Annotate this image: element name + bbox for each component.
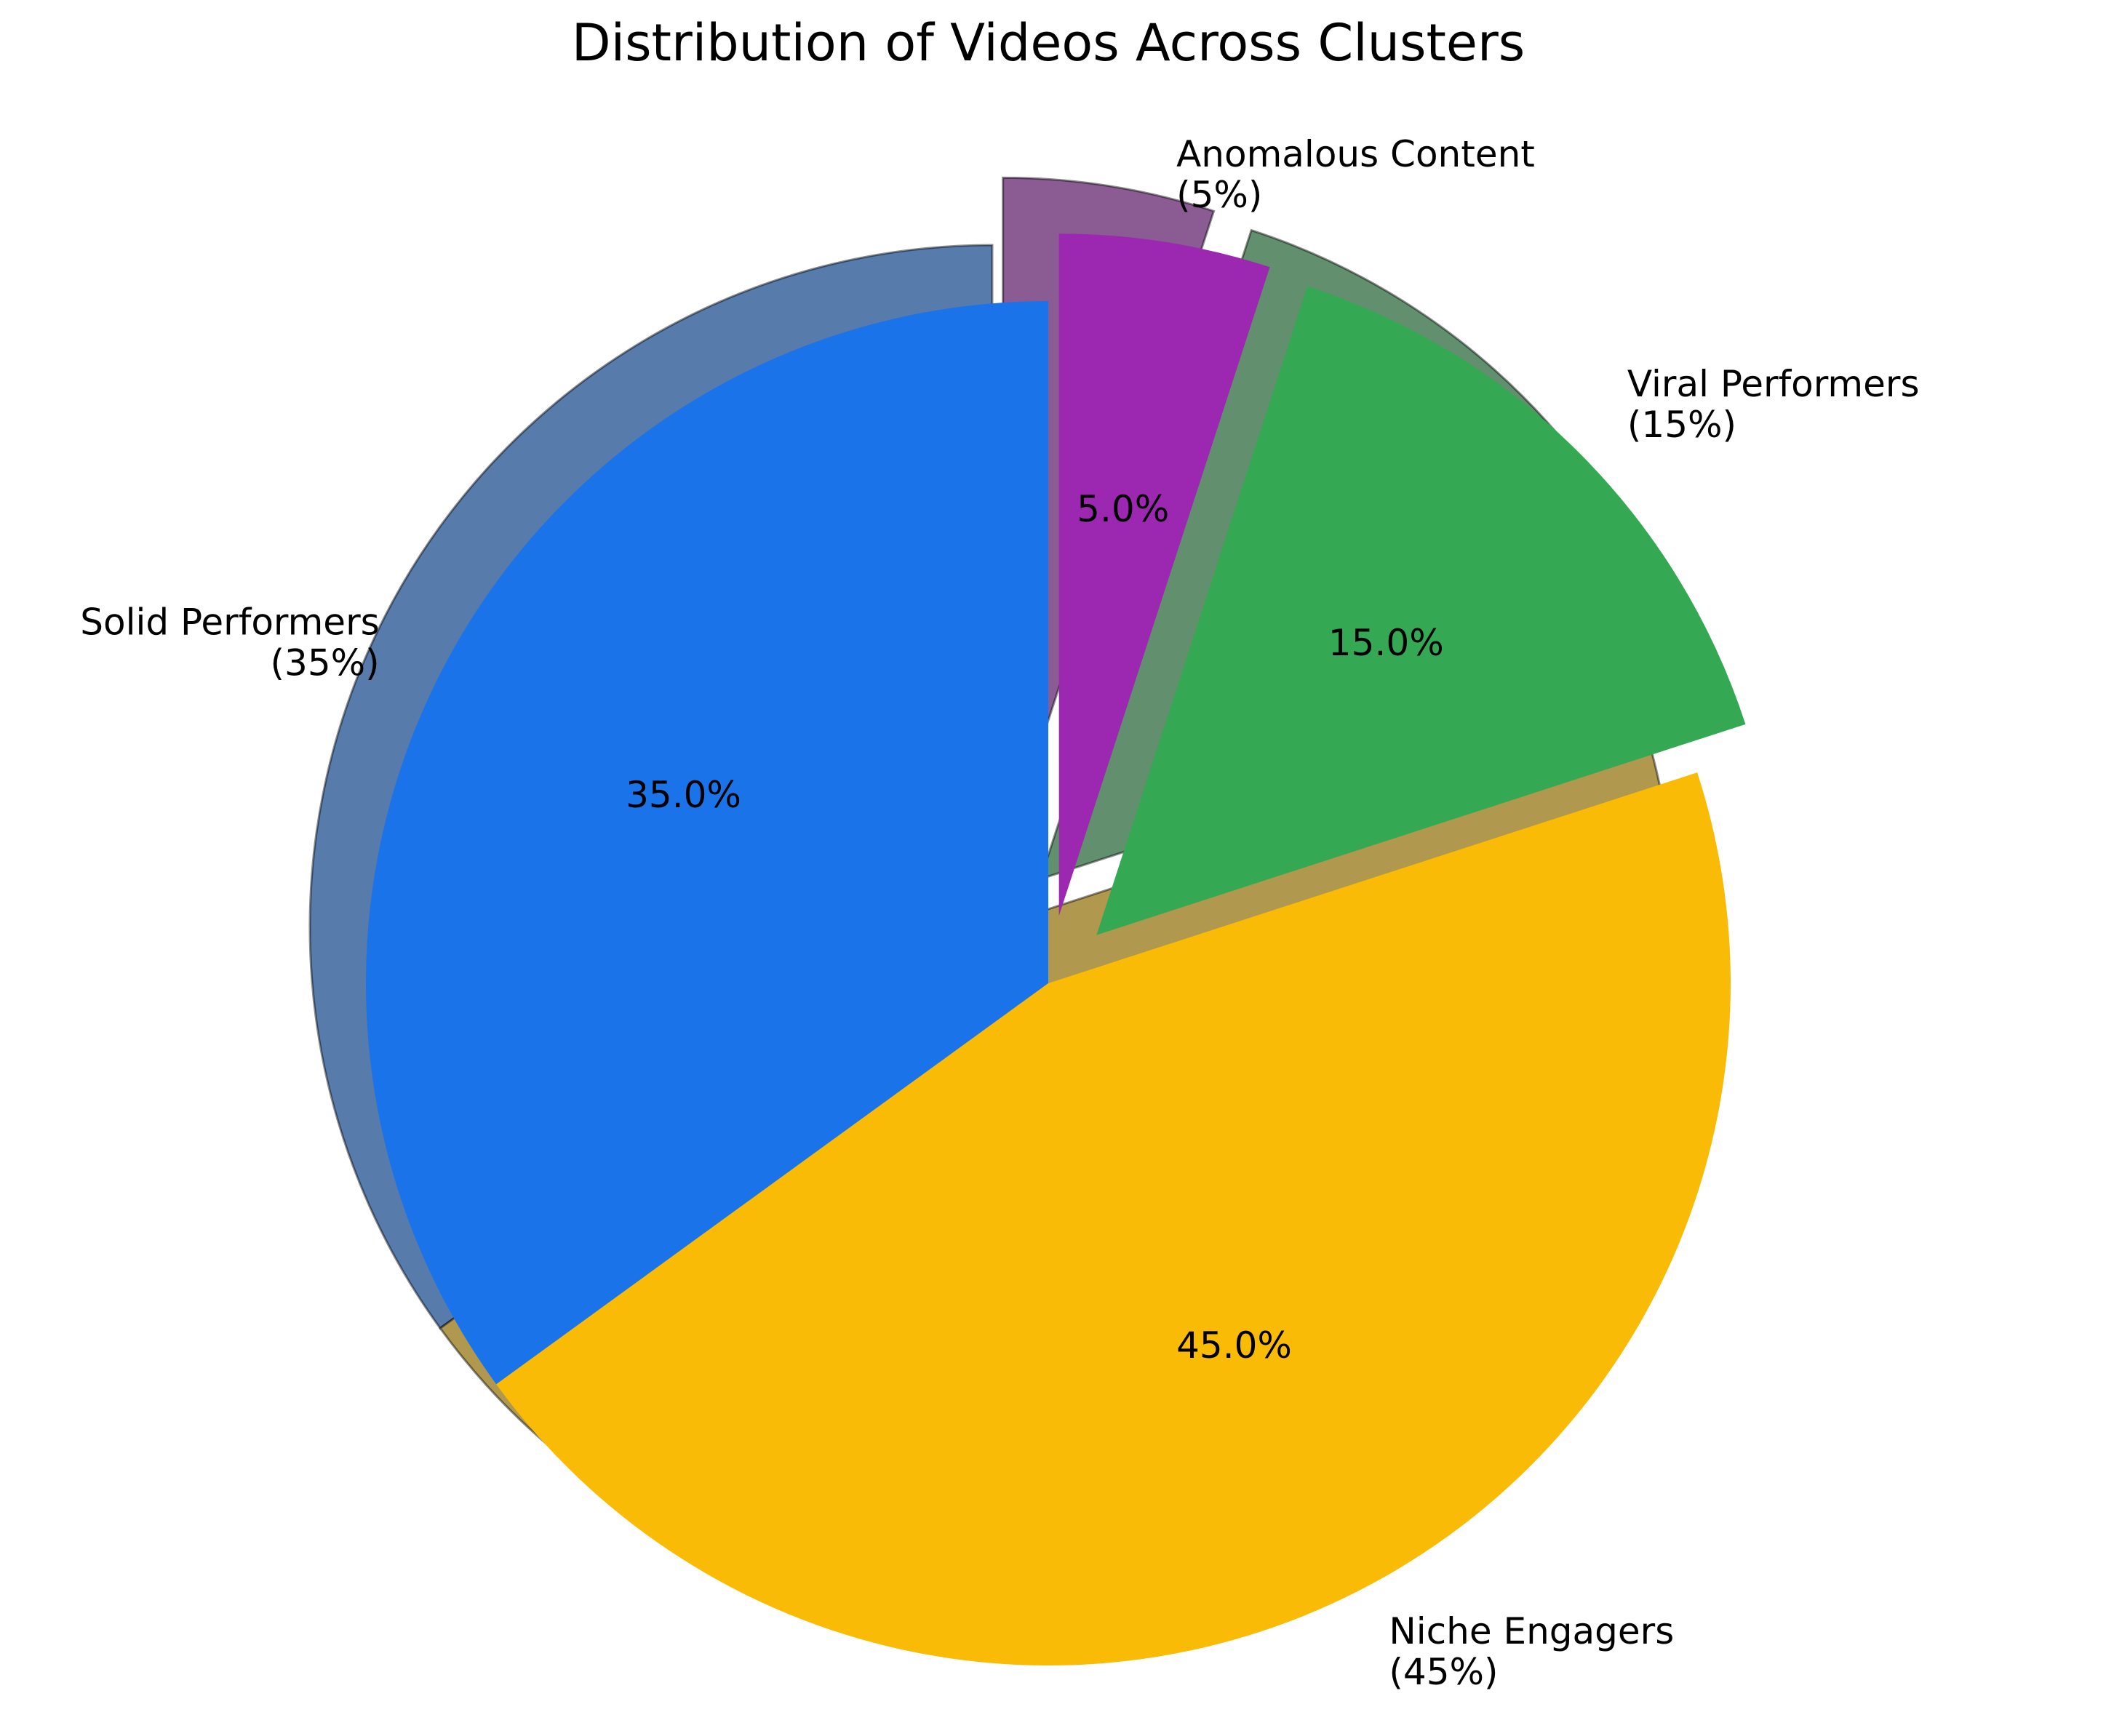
percent-label-solid-performers: 35.0% xyxy=(626,774,741,816)
slice-label-solid-performers: Solid Performers (35%) xyxy=(80,601,379,684)
percent-label-niche-engagers: 45.0% xyxy=(1176,1324,1292,1367)
slice-label-anomalous-content: Anomalous Content (5%) xyxy=(1176,133,1535,216)
pie-slice-anomalous-content xyxy=(1058,233,1270,916)
percent-label-anomalous-content: 5.0% xyxy=(1077,488,1169,530)
slice-label-viral-performers: Viral Performers (15%) xyxy=(1627,363,1920,446)
pie-slice-niche-engagers xyxy=(496,772,1731,1666)
slice-label-niche-engagers: Niche Engagers (45%) xyxy=(1389,1610,1674,1693)
pie-slice-solid-performers xyxy=(365,301,1048,1385)
chart-title: Distribution of Videos Across Clusters xyxy=(572,13,1525,73)
wedge-layer xyxy=(365,233,1746,1666)
pie-slice-viral-performers xyxy=(1096,286,1746,935)
label-layer: Solid Performers (35%) 35.0% Niche Engagers… xyxy=(80,133,1919,1693)
percent-label-viral-performers: 15.0% xyxy=(1328,622,1444,664)
